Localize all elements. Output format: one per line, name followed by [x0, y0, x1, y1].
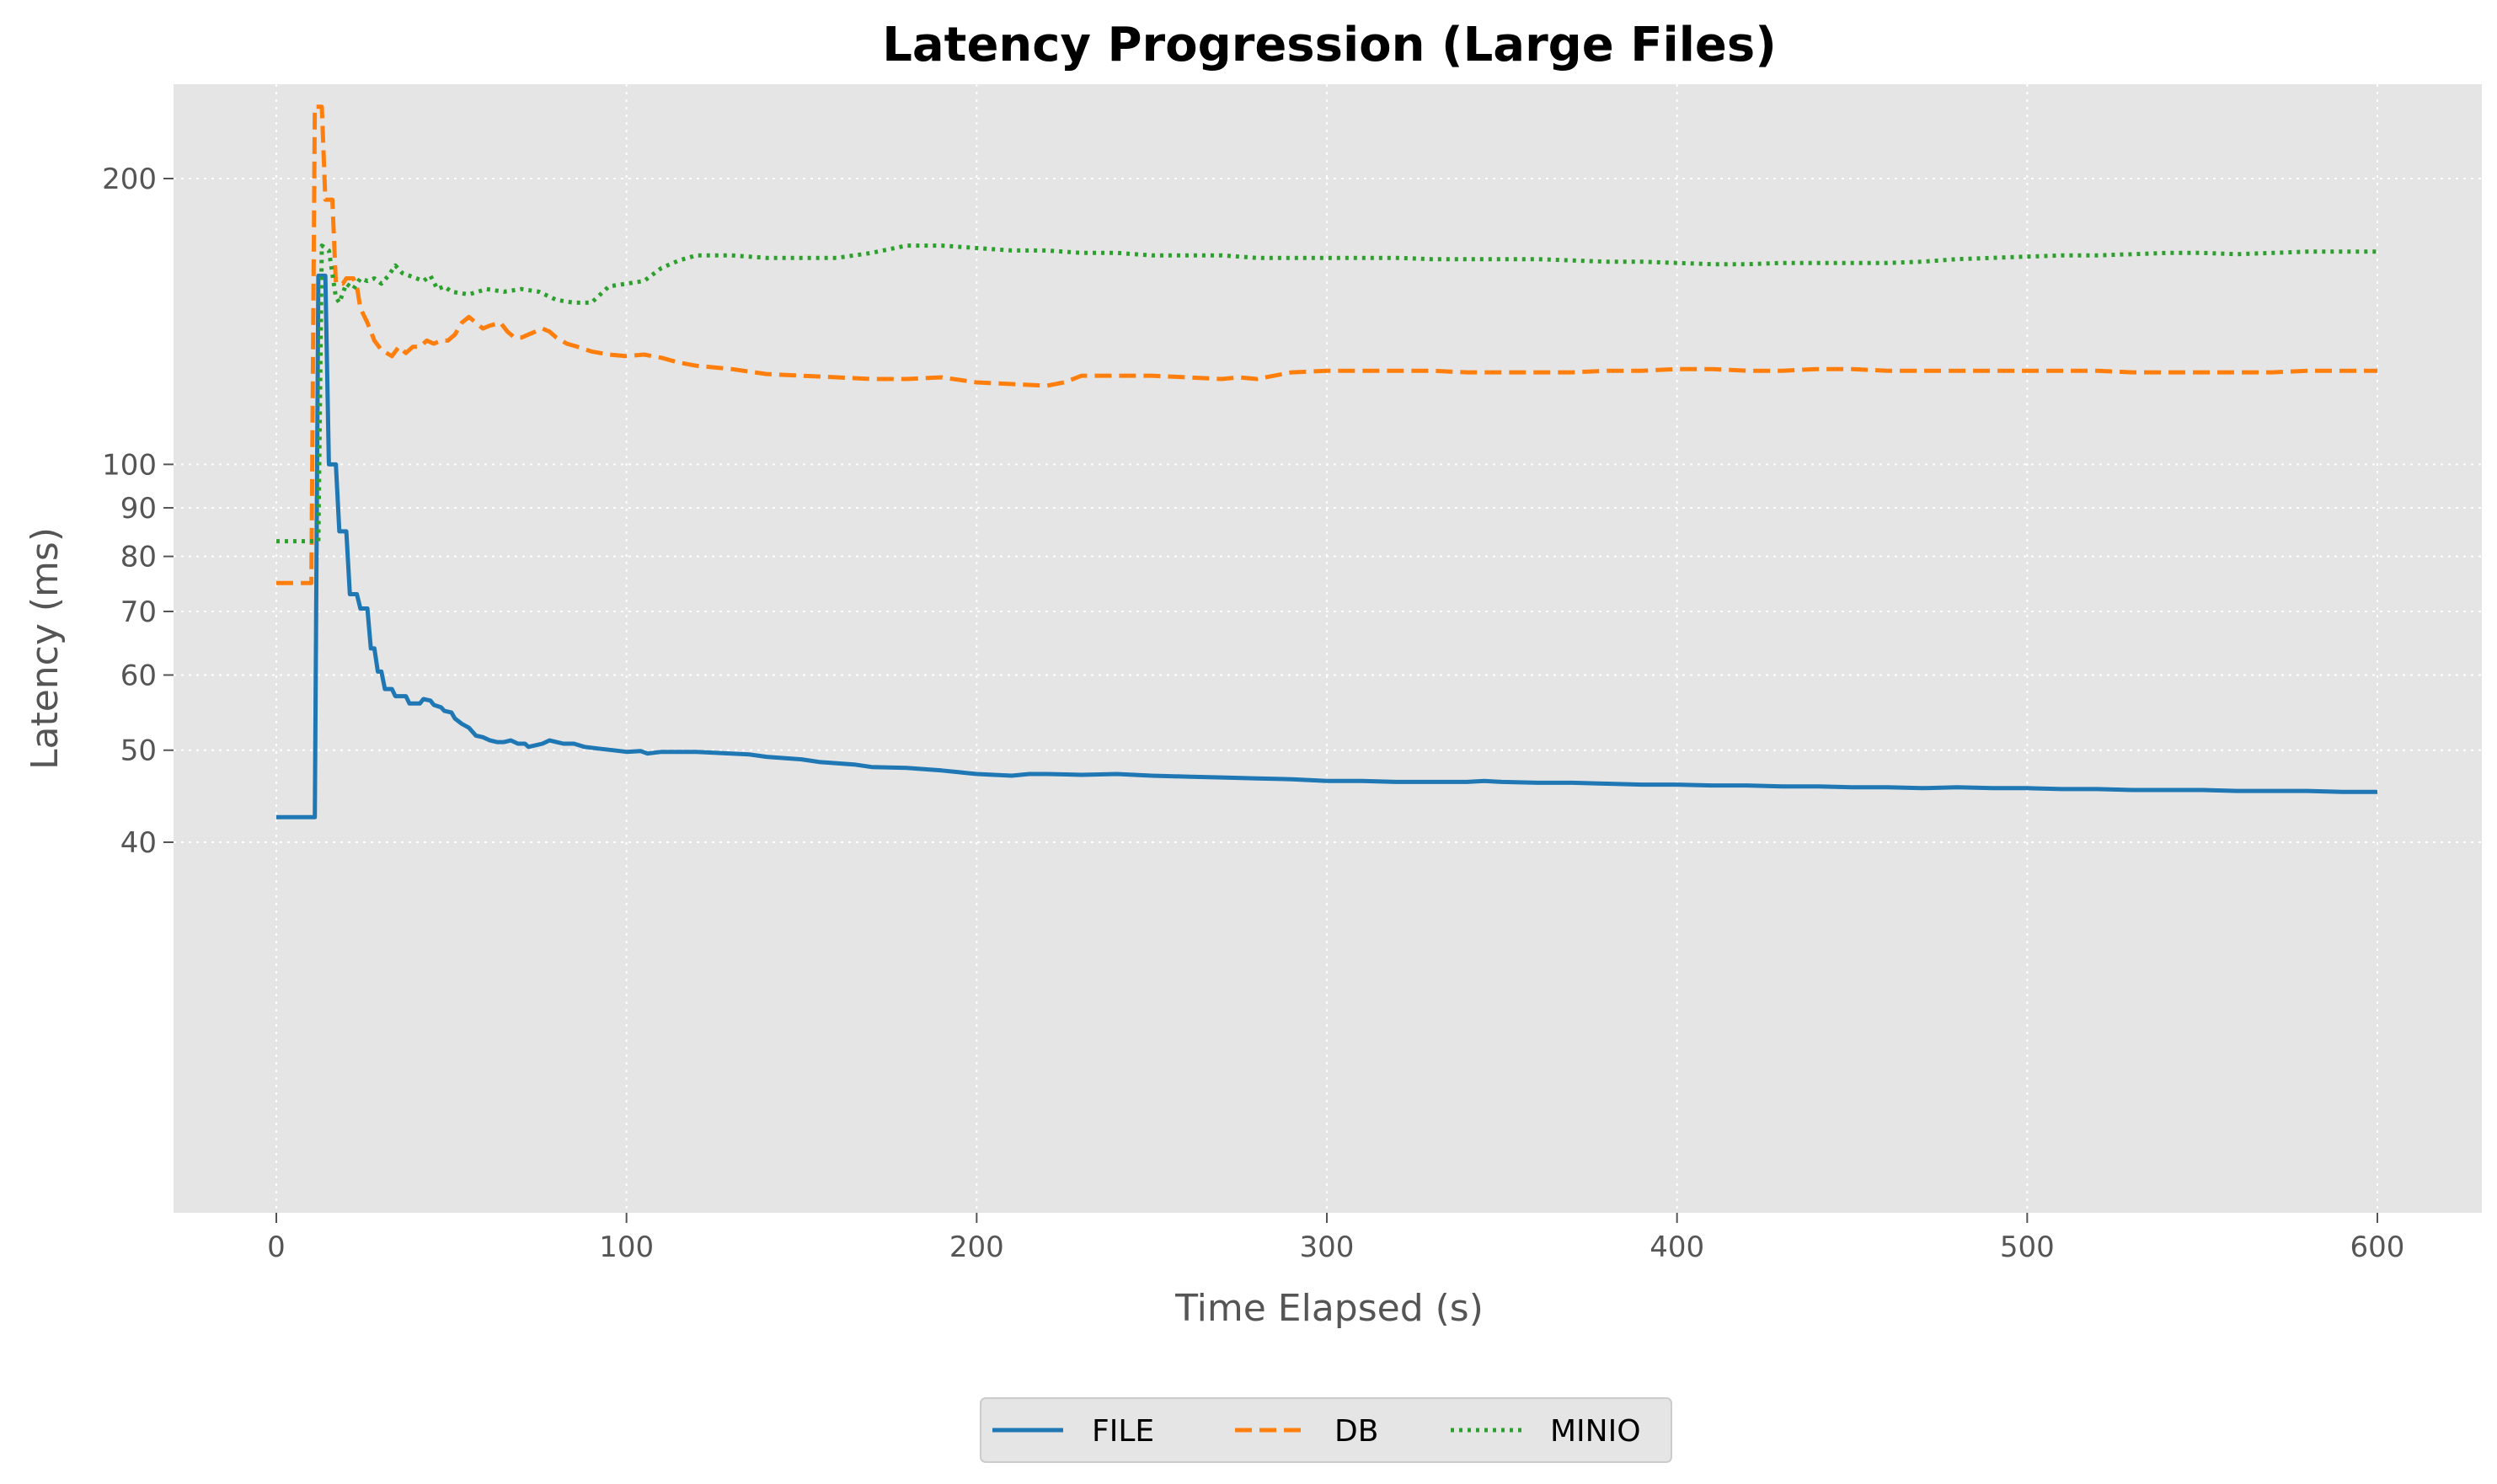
x-tick-label: 0 — [267, 1230, 286, 1264]
legend-label-minio: MINIO — [1550, 1414, 1641, 1449]
legend-label-db: DB — [1334, 1414, 1378, 1449]
series-line-file — [276, 273, 2377, 819]
series-line-minio — [276, 243, 2377, 544]
axis-ticks: 0 100 200 300 400 500 600 40 50 60 70 80 90 100 200 — [102, 163, 2404, 1264]
series-line-db — [276, 104, 2377, 585]
x-tick-label: 500 — [2000, 1230, 2055, 1264]
y-tick-label: 90 — [120, 492, 157, 526]
y-tick-label: 70 — [120, 595, 157, 629]
y-tick-label: 200 — [102, 163, 157, 196]
y-tick-label: 40 — [120, 826, 157, 860]
x-tick-label: 200 — [949, 1230, 1004, 1264]
legend-label-file: FILE — [1092, 1414, 1154, 1449]
grid-lines — [174, 84, 2482, 1213]
x-tick-label: 300 — [1300, 1230, 1355, 1264]
y-tick-label: 80 — [120, 541, 157, 574]
data-series — [276, 104, 2377, 819]
chart-title: Latency Progression (Large Files) — [882, 18, 1777, 72]
y-tick-label: 60 — [120, 659, 157, 692]
x-tick-label: 100 — [599, 1230, 654, 1264]
y-axis-label: Latency (ms) — [24, 527, 67, 770]
legend: FILE DB MINIO — [980, 1397, 1672, 1463]
x-tick-label: 400 — [1650, 1230, 1704, 1264]
legend-box — [980, 1397, 1672, 1463]
y-tick-label: 100 — [102, 448, 157, 482]
y-tick-label: 50 — [120, 734, 157, 768]
x-tick-label: 600 — [2350, 1230, 2405, 1264]
x-axis-label: Time Elapsed (s) — [1174, 1287, 1484, 1330]
